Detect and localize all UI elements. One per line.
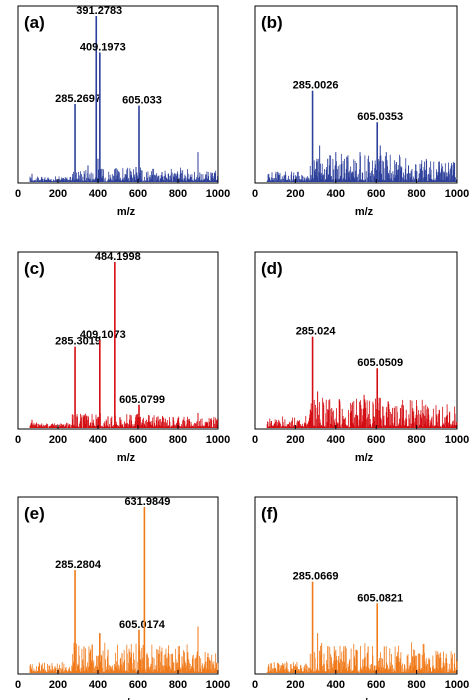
x-tick-label: 200 <box>49 434 67 446</box>
spectrum-panel-2: 285.0026 605.0353 (b) 0 200 400 600 800 1000 m/z <box>252 5 469 218</box>
peak-label: 605.0799 <box>119 394 165 406</box>
x-tick-label: 0 <box>252 188 258 200</box>
plot-frame <box>17 5 219 184</box>
peak-label: 484.1998 <box>95 251 141 263</box>
x-tick-label: 600 <box>367 679 385 691</box>
panel-label: (d) <box>261 259 283 278</box>
x-tick-label: 0 <box>15 679 21 691</box>
x-tick-label: 400 <box>89 434 107 446</box>
x-tick-label: 1000 <box>206 434 230 446</box>
x-tick-label: 0 <box>252 679 258 691</box>
x-tick-label: 600 <box>129 679 147 691</box>
x-tick-label: 1000 <box>206 188 230 200</box>
x-tick-label: 600 <box>129 188 147 200</box>
peak-label: 409.1073 <box>80 329 126 341</box>
peak-label: 285.2804 <box>55 559 102 571</box>
x-tick-label: 600 <box>129 434 147 446</box>
x-tick-label: 0 <box>15 434 21 446</box>
x-tick-label: 800 <box>407 679 425 691</box>
spectrum-panel-5: 285.2804 605.0174 631.9849 (e) 0 200 400 600 800… <box>15 496 230 700</box>
x-tick-label: 800 <box>407 188 425 200</box>
x-axis-label: m/z <box>355 206 374 218</box>
x-tick-label: 800 <box>169 188 187 200</box>
peak-label: 605.0174 <box>119 619 166 631</box>
panel-label: (b) <box>261 13 283 32</box>
x-tick-label: 200 <box>49 188 67 200</box>
x-tick-label: 200 <box>286 679 304 691</box>
peak-label: 605.033 <box>122 95 162 107</box>
noise-trace <box>266 153 458 182</box>
x-tick-label: 800 <box>407 434 425 446</box>
x-tick-label: 600 <box>367 434 385 446</box>
panel-label: (f) <box>261 504 278 523</box>
x-axis-label: m/z <box>355 452 374 464</box>
peak-label: 409.1973 <box>80 42 126 54</box>
peak-label: 285.0026 <box>293 80 339 92</box>
panel-label: (e) <box>24 504 45 523</box>
x-tick-label: 0 <box>252 434 258 446</box>
x-tick-label: 1000 <box>445 434 469 446</box>
x-tick-label: 200 <box>49 679 67 691</box>
spectrum-panel-1: 285.2697 391.2783 409.1973 605.033 (a) 0 200 40… <box>15 5 230 218</box>
plot-frame <box>17 496 219 675</box>
peak-label: 391.2783 <box>76 5 122 17</box>
x-tick-label: 400 <box>89 679 107 691</box>
noise-trace <box>29 167 219 182</box>
plot-frame <box>17 251 219 430</box>
peak-label: 285.3019 <box>55 336 101 348</box>
spectrum-panel-6: 285.0669 605.0821 (f) 0 200 400 600 800 1000 m/z <box>252 496 469 700</box>
x-tick-label: 0 <box>15 188 21 200</box>
noise-trace <box>29 642 219 673</box>
peak-label: 285.2697 <box>55 93 101 105</box>
x-tick-label: 200 <box>286 434 304 446</box>
spectrum-panel-4: 285.024 605.0509 (d) 0 200 400 600 800 1000 m/z <box>252 251 469 464</box>
plot-frame <box>254 251 458 430</box>
peak-label: 605.0353 <box>357 111 403 123</box>
noise-trace <box>266 397 458 428</box>
noise-trace <box>266 642 458 673</box>
peak-label: 631.9849 <box>124 496 170 508</box>
panel-label: (a) <box>24 13 45 32</box>
x-axis-label: m/z <box>117 206 136 218</box>
x-tick-label: 800 <box>169 434 187 446</box>
x-tick-label: 600 <box>367 188 385 200</box>
panel-label: (c) <box>24 259 45 278</box>
x-tick-label: 800 <box>169 679 187 691</box>
x-axis-label: m/z <box>117 452 136 464</box>
x-tick-label: 1000 <box>445 188 469 200</box>
plot-frame <box>254 5 458 184</box>
x-tick-label: 400 <box>327 188 345 200</box>
peak-label: 285.024 <box>296 326 337 338</box>
peak-label: 605.0509 <box>357 357 403 369</box>
x-axis-label: m/z <box>355 697 374 700</box>
x-tick-label: 200 <box>286 188 304 200</box>
x-tick-label: 400 <box>89 188 107 200</box>
x-tick-label: 1000 <box>206 679 230 691</box>
x-axis-label: m/z <box>117 697 136 700</box>
plot-frame <box>254 496 458 675</box>
peak-label: 605.0821 <box>357 592 403 604</box>
x-tick-label: 1000 <box>445 679 469 691</box>
peak-label: 285.0669 <box>293 571 339 583</box>
x-tick-label: 400 <box>327 679 345 691</box>
x-tick-label: 400 <box>327 434 345 446</box>
